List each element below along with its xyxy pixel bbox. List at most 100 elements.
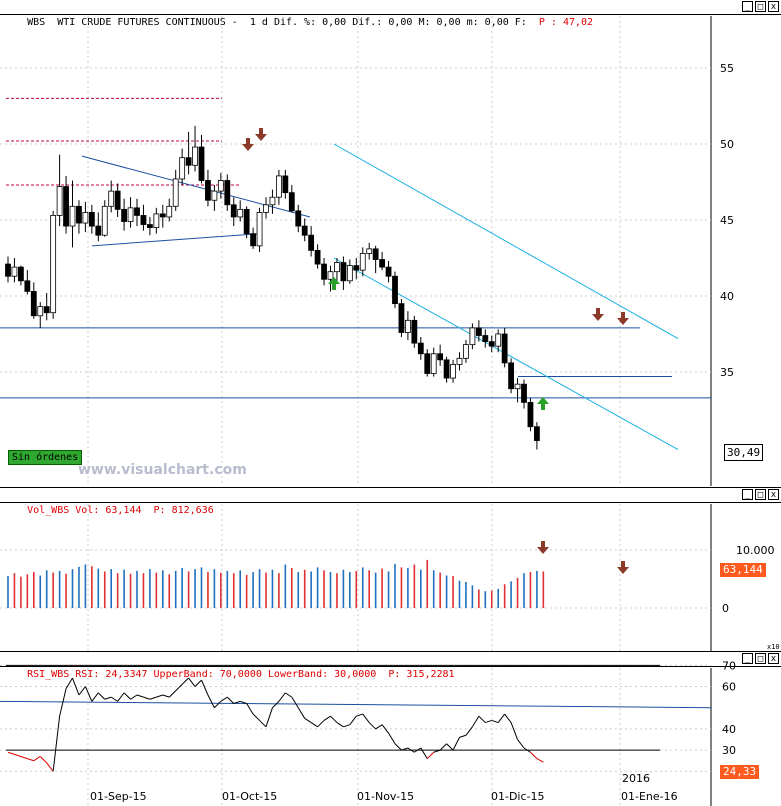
close-button[interactable]: x	[768, 653, 779, 664]
candle-body	[514, 383, 521, 390]
close-button[interactable]: x	[768, 1, 779, 12]
rsi-line	[504, 713, 512, 723]
rsi-line	[310, 722, 318, 728]
rsi-line	[72, 677, 80, 696]
volume-tick-label: 0	[722, 602, 729, 615]
rsi-line	[433, 749, 441, 753]
candle-body	[501, 333, 508, 364]
candle-body	[101, 205, 108, 236]
panel-separator	[0, 487, 781, 488]
minimize-button[interactable]: _	[742, 489, 753, 500]
price-tick-label: 35	[720, 366, 734, 379]
candle-body	[450, 363, 456, 379]
x-label-sep: 01-Sep-15	[90, 790, 147, 803]
rsi-line	[130, 694, 138, 700]
rsi-line	[349, 715, 357, 725]
price-panel: WBS WTI CRUDE FUTURES CONTINUOUS - 1 d D…	[0, 0, 781, 488]
rsi-line	[317, 720, 325, 728]
candle-body	[50, 215, 57, 314]
rsi-line	[407, 747, 415, 753]
candle-body	[108, 190, 115, 207]
rsi-line	[375, 724, 383, 730]
rsi-line	[439, 743, 447, 751]
candle-body	[11, 266, 18, 277]
up-arrow-icon	[328, 277, 340, 290]
price-chart[interactable]: 35 40 45 50 55	[0, 0, 781, 488]
candle-body	[521, 383, 527, 403]
candle-body	[398, 303, 405, 333]
rsi-line	[143, 696, 151, 700]
rsi-line	[226, 696, 235, 704]
orders-badge[interactable]: Sin órdenes	[8, 450, 83, 465]
candle-body	[488, 341, 495, 347]
rsi-line	[330, 715, 338, 723]
instrument-stats: 1 d Dif. %: 0,00 Dif.: 0,00 M: 0,00 m: 0…	[249, 17, 527, 28]
rsi-line	[388, 732, 396, 745]
candle-body	[404, 319, 411, 333]
maximize-button[interactable]: □	[755, 653, 766, 664]
candle-body	[534, 426, 540, 441]
rsi-line	[46, 762, 54, 772]
candle-body	[24, 280, 31, 292]
candle-body	[288, 192, 295, 212]
candle-body	[269, 196, 276, 206]
rsi-line	[381, 724, 389, 734]
rsi-line	[194, 679, 202, 687]
rsi-line	[297, 707, 306, 719]
candle-body	[359, 253, 366, 271]
rsi-line	[530, 751, 538, 759]
instrument-name: WTI CRUDE FUTURES CONTINUOUS	[57, 17, 226, 28]
candle-body	[198, 146, 205, 181]
rsi-line	[27, 758, 34, 762]
volume-label: Vol_WBS Vol: 63,144	[27, 505, 142, 516]
maximize-button[interactable]: □	[755, 489, 766, 500]
candle-body	[63, 186, 69, 227]
candle-body	[314, 249, 321, 265]
rsi-line	[420, 747, 428, 759]
rsi-line	[149, 696, 157, 700]
rsi-line	[233, 700, 241, 704]
rsi-line	[465, 726, 473, 736]
rsi-line	[252, 713, 260, 721]
volume-p-label: P: 812,636	[153, 505, 214, 516]
rsi-line	[471, 715, 480, 728]
candle-body	[243, 208, 250, 235]
candle-body	[127, 207, 134, 222]
rsi-line	[265, 707, 273, 727]
price-header: WBS WTI CRUDE FUTURES CONTINUOUS - 1 d D…	[0, 0, 781, 28]
rsi-line	[401, 747, 409, 751]
rsi-line	[207, 694, 215, 708]
rsi-line	[78, 686, 86, 696]
candle-body	[295, 210, 302, 227]
volume-chart[interactable]: 0 10.000	[0, 488, 781, 651]
watermark: www.visualchart.com	[78, 462, 247, 478]
close-button[interactable]: x	[768, 489, 779, 500]
candle-body	[495, 333, 502, 347]
rsi-panel: RSI_WBS RSI: 24,3347 UpperBand: 70,0000 …	[0, 652, 781, 806]
rsi-line	[123, 692, 131, 700]
down-arrow-icon	[617, 312, 629, 325]
rsi-chart[interactable]: 2030406070	[0, 652, 781, 806]
rsi-line	[52, 716, 61, 772]
candle-body	[417, 342, 424, 355]
rsi-line	[97, 692, 106, 700]
rsi-line	[259, 720, 267, 728]
candle-body	[334, 262, 340, 273]
rsi-line	[414, 747, 422, 753]
candle-body	[56, 186, 63, 216]
rsi-line	[304, 717, 312, 723]
rsi-line	[84, 686, 93, 702]
rsi-line	[162, 694, 170, 698]
candle-body	[17, 266, 24, 282]
rsi-line	[104, 696, 112, 700]
maximize-button[interactable]: □	[755, 1, 766, 12]
rsi-line	[426, 751, 435, 759]
minimize-button[interactable]: _	[742, 653, 753, 664]
minimize-button[interactable]: _	[742, 1, 753, 12]
rsi-line	[485, 719, 492, 724]
rsi-line	[523, 747, 531, 753]
rsi-p-label: P: 315,2281	[388, 669, 455, 680]
price-tick-label: 45	[720, 214, 734, 227]
rsi-line	[446, 743, 454, 751]
candle-body	[88, 211, 95, 227]
